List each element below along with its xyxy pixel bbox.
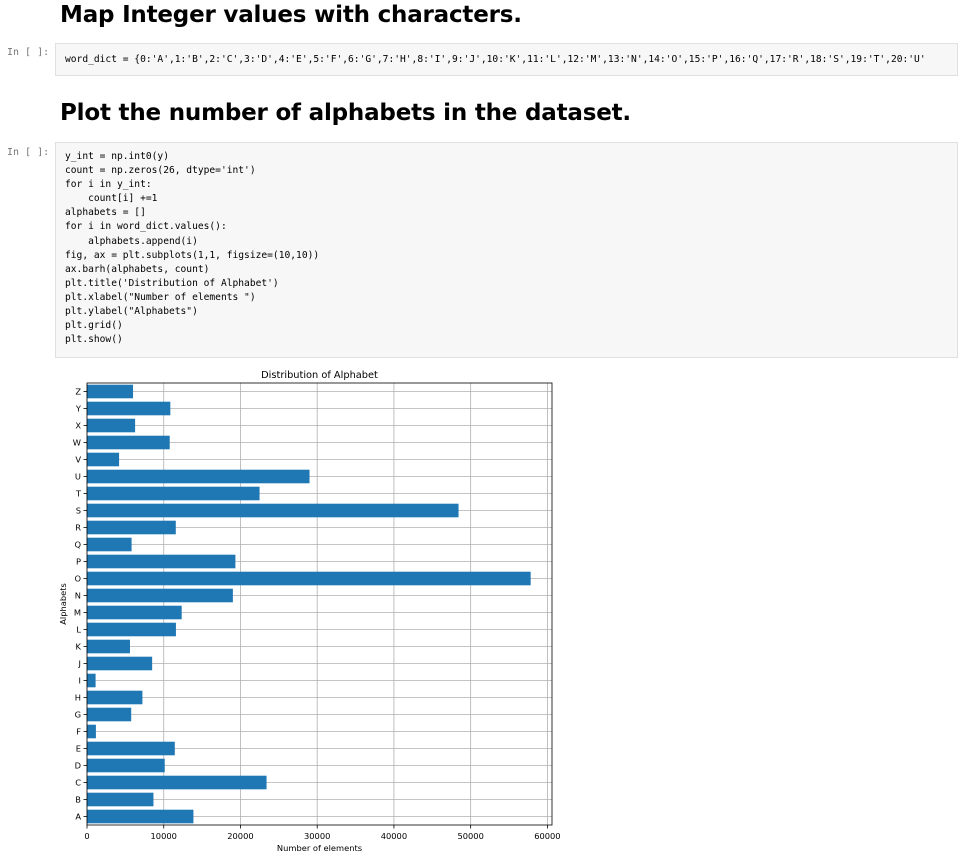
bar-q	[87, 537, 132, 552]
x-tick-label: 0	[84, 831, 89, 841]
bar-z	[87, 384, 134, 399]
code-line: for i in word_dict.values():	[65, 221, 227, 233]
y-tick-label: G	[75, 710, 81, 720]
y-tick-label: R	[75, 523, 81, 533]
code-line: for i in y_int:	[65, 179, 152, 191]
y-tick-label: Z	[75, 387, 81, 397]
bar-x	[87, 418, 136, 433]
y-tick-label: T	[75, 489, 82, 499]
x-tick-label: 60000	[534, 831, 560, 841]
code-line: fig, ax = plt.subplots(1,1, figsize=(10,…	[65, 249, 320, 261]
bar-a	[87, 809, 194, 824]
y-axis-label: Alphabets	[58, 583, 68, 625]
y-tick-label: E	[76, 744, 81, 754]
code-editor[interactable]: y_int = np.int0(y) count = np.zeros(26, d…	[65, 150, 319, 347]
bar-l	[87, 622, 176, 637]
bar-i	[87, 673, 96, 688]
bar-b	[87, 792, 154, 807]
cell-prompt: In [ ]:	[7, 147, 50, 158]
bar-k	[87, 639, 130, 654]
y-tick-label: W	[73, 438, 81, 448]
y-tick-label: F	[76, 727, 81, 737]
y-tick-label: L	[76, 625, 81, 635]
y-tick-label: Q	[74, 540, 81, 550]
y-tick-label: U	[75, 472, 81, 482]
code-line: plt.ylabel("Alphabets")	[65, 306, 198, 318]
code-cell-word-dict[interactable]: word_dict = {0:'A',1:'B',2:'C',3:'D',4:'…	[55, 43, 958, 76]
cell-prompt: In [ ]:	[7, 47, 50, 58]
code-line: alphabets.append(i)	[65, 235, 198, 247]
output-chart-area: 0 10000 20000 30000 40000 50000 60000 A B C D E F G H I…	[54, 364, 564, 864]
bar-w	[87, 435, 170, 450]
x-axis-label: Number of elements	[277, 843, 362, 853]
bar-h	[87, 690, 143, 705]
y-tick-label: J	[78, 659, 81, 669]
code-editor[interactable]: word_dict = {0:'A',1:'B',2:'C',3:'D',4:'…	[65, 53, 926, 67]
code-line: alphabets = []	[65, 207, 146, 219]
bar-c	[87, 775, 267, 790]
code-line: plt.grid()	[65, 320, 123, 332]
y-tick-label: M	[74, 608, 81, 618]
code-line: plt.xlabel("Number of elements ")	[65, 291, 256, 303]
y-tick-label: A	[75, 812, 81, 822]
code-line: count = np.zeros(26, dtype='int')	[65, 165, 256, 177]
bar-m	[87, 605, 182, 620]
bar-j	[87, 656, 153, 671]
bar-t	[87, 486, 260, 501]
y-tick-label: C	[75, 778, 81, 788]
markdown-heading-plot-alphabets: Plot the number of alphabets in the data…	[60, 100, 631, 126]
bar-chart: 0 10000 20000 30000 40000 50000 60000 ABCDEFGHI…	[58, 370, 561, 853]
y-tick-label: K	[76, 642, 82, 652]
y-tick-label: I	[79, 676, 81, 686]
x-tick-label: 20000	[227, 831, 253, 841]
code-line: plt.show()	[65, 334, 123, 346]
y-tick-label: P	[76, 557, 81, 567]
markdown-heading-map-integers: Map Integer values with characters.	[60, 2, 522, 28]
x-tick-label: 50000	[457, 831, 483, 841]
y-tick-label: H	[75, 693, 81, 703]
bar-f	[87, 724, 96, 739]
bar-p	[87, 554, 236, 569]
y-tick-label: V	[75, 455, 81, 465]
bar-v	[87, 452, 120, 467]
code-line: plt.title('Distribution of Alphabet')	[65, 277, 279, 289]
bar-n	[87, 588, 233, 603]
code-cell-plot[interactable]: y_int = np.int0(y) count = np.zeros(26, d…	[55, 142, 958, 358]
y-tick-label: D	[75, 761, 81, 771]
bar-y	[87, 401, 171, 416]
bar-g	[87, 707, 132, 722]
y-tick-label: Y	[75, 404, 82, 414]
y-tick-label: B	[75, 795, 81, 805]
bar-r	[87, 520, 176, 535]
bar-u	[87, 469, 310, 484]
axes-frame	[86, 382, 553, 826]
code-line: word_dict = {0:'A',1:'B',2:'C',3:'D',4:'…	[65, 54, 926, 65]
y-tick-label: X	[75, 421, 81, 431]
code-line: ax.barh(alphabets, count)	[65, 263, 210, 275]
chart-title: Distribution of Alphabet	[261, 370, 378, 381]
code-line: y_int = np.int0(y)	[65, 151, 169, 162]
x-tick-label: 40000	[381, 831, 407, 841]
code-line: count[i] +=1	[65, 193, 158, 205]
y-tick-label: S	[76, 506, 81, 516]
y-tick-label: N	[75, 591, 81, 601]
bar-o	[87, 571, 531, 586]
bar-d	[87, 758, 165, 773]
y-tick-label: O	[74, 574, 81, 584]
bar-e	[87, 741, 175, 756]
bar-s	[87, 503, 459, 518]
x-tick-label: 30000	[304, 831, 330, 841]
x-tick-label: 10000	[151, 831, 177, 841]
